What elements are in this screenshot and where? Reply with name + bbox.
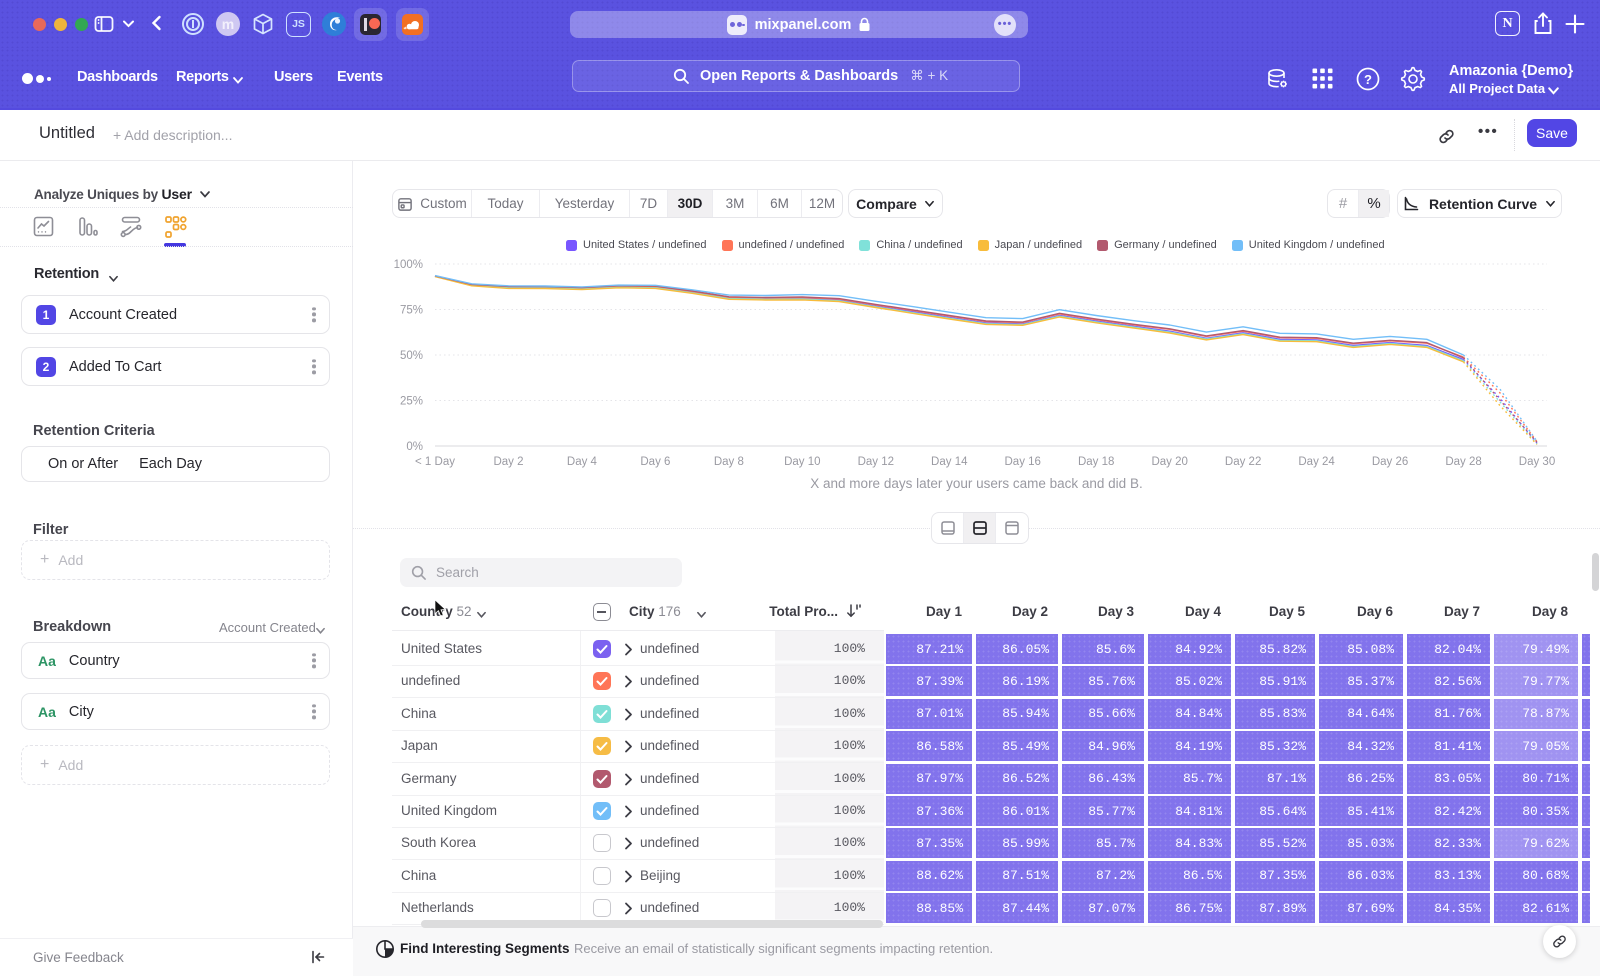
svg-text:0%: 0% bbox=[406, 441, 423, 453]
svg-text:75%: 75% bbox=[400, 305, 423, 317]
svg-text:Day 30: Day 30 bbox=[1519, 456, 1555, 468]
svg-text:Day 20: Day 20 bbox=[1151, 456, 1187, 468]
svg-text:Day 16: Day 16 bbox=[1005, 456, 1041, 468]
svg-text:Day 12: Day 12 bbox=[858, 456, 894, 468]
svg-text:Day 2: Day 2 bbox=[493, 456, 523, 468]
svg-text:Day 8: Day 8 bbox=[714, 456, 744, 468]
svg-text:50%: 50% bbox=[400, 350, 423, 362]
svg-text:Day 18: Day 18 bbox=[1078, 456, 1114, 468]
svg-text:< 1 Day: < 1 Day bbox=[415, 456, 455, 468]
svg-text:Day 28: Day 28 bbox=[1445, 456, 1481, 468]
svg-text:Day 14: Day 14 bbox=[931, 456, 968, 468]
svg-text:Day 26: Day 26 bbox=[1372, 456, 1408, 468]
svg-text:?: ? bbox=[1364, 72, 1372, 87]
svg-text:Day 6: Day 6 bbox=[640, 456, 670, 468]
svg-text:Day 22: Day 22 bbox=[1225, 456, 1261, 468]
svg-text:100%: 100% bbox=[394, 259, 423, 271]
svg-text:Day 10: Day 10 bbox=[784, 456, 820, 468]
svg-text:Day 24: Day 24 bbox=[1298, 456, 1335, 468]
svg-text:Day 4: Day 4 bbox=[567, 456, 598, 468]
svg-text:25%: 25% bbox=[400, 396, 423, 408]
